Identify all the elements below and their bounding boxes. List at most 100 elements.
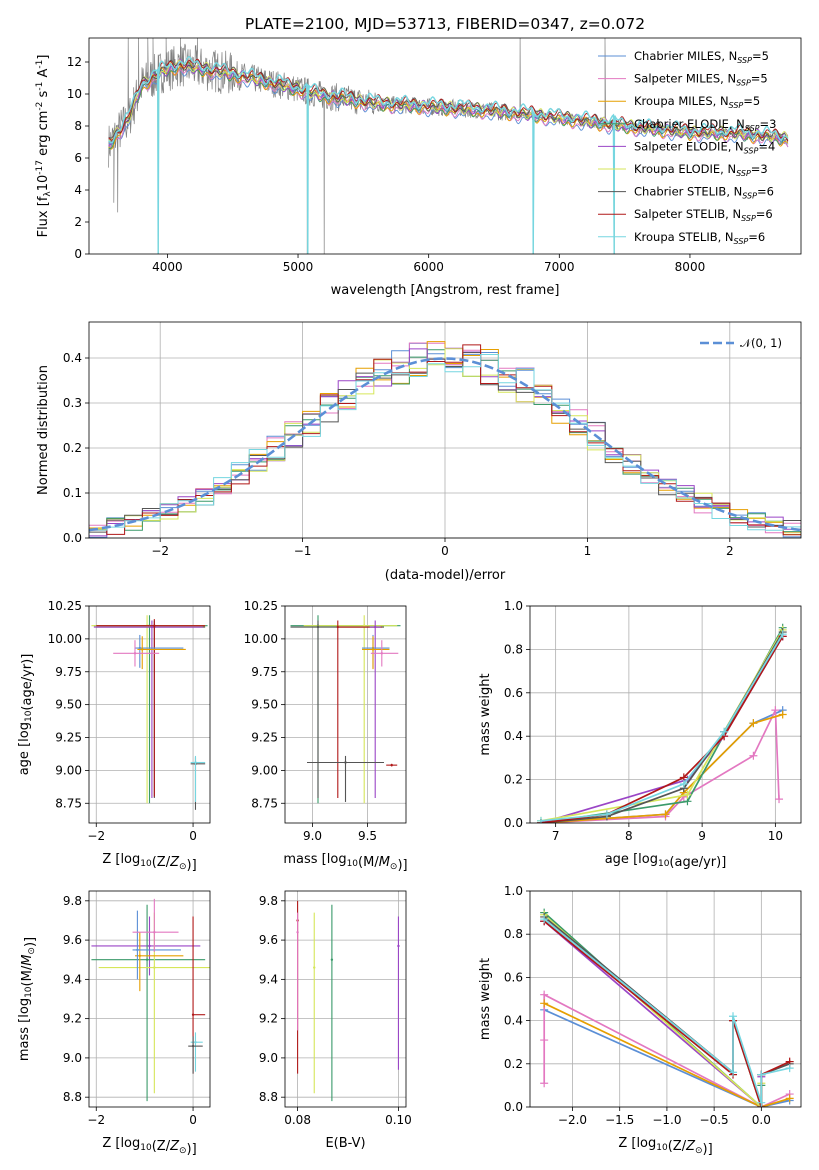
y-tick-label: 8.8 <box>259 1090 278 1104</box>
spectrum-model-krou_elodie <box>108 59 789 254</box>
series-marker <box>785 1094 794 1103</box>
y-tick-label: 9.6 <box>259 933 278 947</box>
x-tick-label: 2 <box>726 544 734 558</box>
axes-frame <box>529 890 802 1108</box>
data-point <box>138 954 142 957</box>
x-tick-label: −2 <box>151 544 169 558</box>
series-marker <box>778 630 787 639</box>
series-line-chab_elodie <box>540 627 784 823</box>
legend-entry: Salpeter STELIB, NSSP=6 <box>634 207 773 223</box>
axes-frame <box>88 890 211 1108</box>
x-tick-label: 5000 <box>283 260 314 274</box>
data-point <box>141 648 144 651</box>
series-marker <box>661 810 670 819</box>
y-tick-label: 8.75 <box>251 796 278 810</box>
y-tick-label: 2 <box>74 215 82 229</box>
series-marker <box>785 1064 794 1073</box>
x-axis-label: mass [log10(M/M⊙)] <box>283 852 407 873</box>
y-tick-label: 12 <box>67 55 82 69</box>
x-axis-label: (data-model)/error <box>385 568 506 583</box>
data-point <box>316 625 320 629</box>
y-tick-label: 0.6 <box>504 970 523 984</box>
x-axis-label: wavelength [Angstrom, rest frame] <box>331 283 560 298</box>
data-point <box>313 966 316 969</box>
axes-frame <box>284 605 407 824</box>
spectrum-panel: 4000 5000 6000 7000 8000 0 2 4 6 8 10 12 wavelength … <box>35 37 802 298</box>
x-tick-label: −2.0 <box>558 1113 587 1127</box>
figure-title: PLATE=2100, MJD=53713, FIBERID=0347, z=0… <box>245 15 645 33</box>
mass-vs-ebv-panel: 0.08 0.10 8.8 9.0 9.2 9.4 9.6 9.8 E(B-V) <box>259 890 412 1151</box>
series-marker <box>757 1070 766 1079</box>
x-axis-label: Z [log10(Z/Z⊙)] <box>102 1136 196 1157</box>
axes-frame <box>529 605 802 824</box>
plot-area <box>91 898 210 1102</box>
data-point <box>136 948 139 952</box>
y-tick-label: 9.50 <box>55 698 82 712</box>
data-point <box>296 931 299 934</box>
data-point <box>374 625 377 629</box>
series-line-krou_stelib <box>543 918 790 1103</box>
x-tick-label: 7 <box>552 829 560 843</box>
y-tick-label: 0.0 <box>63 531 82 545</box>
y-tick-label: 9.75 <box>251 665 278 679</box>
plot-area <box>536 623 787 823</box>
age-vs-Z-panel: −2 0 8.75 9.00 9.25 9.50 9.75 10.00 10.25 Z [log1… <box>17 599 211 873</box>
plot-area <box>540 908 794 1107</box>
x-tick-label: 9.5 <box>358 829 377 843</box>
legend-entry: Salpeter ELODIE, NSSP=4 <box>634 139 775 155</box>
data-point <box>336 625 339 629</box>
series-marker <box>540 1079 549 1088</box>
x-tick-label: 0.10 <box>385 1113 412 1127</box>
series-marker <box>679 779 688 788</box>
y-tick-label: 0.4 <box>504 1014 523 1028</box>
y-tick-label: 10.25 <box>244 599 278 613</box>
data-point <box>363 624 366 627</box>
mass-vs-Z-panel: −2 0 8.8 9.0 9.2 9.4 9.6 9.8 Z [log10(Z/Z⊙)] mass… <box>17 890 211 1157</box>
series-line-chab_stelib <box>540 631 784 823</box>
axes-frame <box>88 321 802 539</box>
plot-area <box>296 900 400 1102</box>
y-tick-label: 9.0 <box>259 1051 278 1065</box>
series-marker <box>757 1098 766 1107</box>
plot-area <box>290 615 401 804</box>
legend-entry: Chabrier MILES, NSSP=5 <box>634 49 769 65</box>
series-marker <box>540 915 549 924</box>
series-marker <box>683 790 692 799</box>
y-axis-label: mass weight <box>478 958 493 1040</box>
legend-entry: Kroupa ELODIE, NSSP=3 <box>634 162 768 178</box>
legend-entry: Chabrier ELODIE, NSSP=3 <box>634 117 776 133</box>
data-point <box>330 958 334 961</box>
series-marker <box>720 727 729 736</box>
series-line-salp_stelib <box>543 920 791 1107</box>
series-marker <box>749 751 758 760</box>
y-tick-label: 9.2 <box>259 1012 278 1026</box>
x-tick-label: −1 <box>294 544 312 558</box>
x-tick-label: −2 <box>87 829 105 843</box>
x-tick-label: 0 <box>189 1113 197 1127</box>
y-tick-label: 1.0 <box>504 884 523 898</box>
spectrum-model-chab_stelib <box>108 59 789 141</box>
axes-frame <box>284 890 407 1108</box>
data-point <box>153 931 156 934</box>
y-tick-label: 10.00 <box>244 632 278 646</box>
data-point <box>194 1041 197 1044</box>
series-line-krou_miles <box>543 1002 790 1107</box>
legend-entry: Chabrier STELIB, NSSP=6 <box>634 185 774 201</box>
y-tick-label: 0.4 <box>63 351 82 365</box>
series-line-salp_miles <box>540 709 780 823</box>
x-axis-label: Z [log10(Z/Z⊙)] <box>618 1136 712 1157</box>
series-marker <box>775 795 784 804</box>
y-tick-label: 9.4 <box>259 972 278 986</box>
y-tick-label: 0.6 <box>504 686 523 700</box>
y-tick-label: 8.75 <box>55 796 82 810</box>
y-tick-label: 4 <box>74 183 82 197</box>
data-point <box>344 761 347 764</box>
series-marker <box>540 999 549 1008</box>
series-line-krou_stelib <box>540 633 784 822</box>
y-tick-label: 10 <box>67 87 82 101</box>
legend-entry: Kroupa STELIB, NSSP=6 <box>634 230 765 246</box>
y-axis-label: Normed distribution <box>36 365 51 495</box>
x-tick-label: −1.0 <box>652 1113 681 1127</box>
data-point <box>150 625 154 629</box>
